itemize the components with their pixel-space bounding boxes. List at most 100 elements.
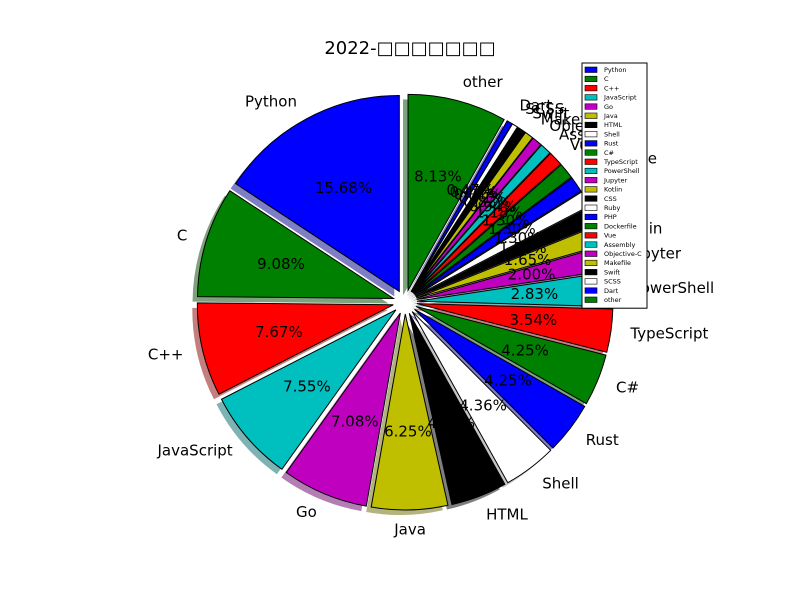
legend-swatch-other [584,296,598,303]
slice-typescript [416,303,614,353]
category-label-python: Python [245,93,297,111]
legend-swatch-rust [584,140,598,147]
category-label-c: C [177,227,187,245]
percent-label-c: 9.08% [257,255,305,273]
percent-label-python: 15.68% [315,179,372,197]
category-label-shell: Shell [542,475,579,493]
legend-swatch-typescript [584,158,598,165]
percent-label-other: 8.13% [414,168,462,186]
percent-label-css: 1.53% [499,239,547,257]
legend-entry-c: C [604,75,609,83]
category-label-c: C++ [148,345,184,363]
percent-label-swift: 0.71% [454,186,502,204]
legend-swatch-makefile [584,259,598,267]
legend-entry-vue: Vue [604,232,616,240]
legend-entry-html: HTML [604,121,622,129]
slice-other [407,93,505,293]
legend-entry-c: C++ [604,84,619,92]
legend-swatch-c [584,75,598,82]
category-label-c: C# [616,378,639,396]
legend-swatch-assembly [584,241,598,248]
percent-label-powershell: 2.83% [511,285,559,303]
legend-entry-dart: Dart [604,287,619,295]
legend-swatch-java [584,112,598,119]
slice-dockerfile [413,163,573,295]
legend-entry-other: other [604,296,622,304]
percent-label-jupyter: 2.00% [508,266,556,284]
percent-label-shell: 4.36% [459,396,507,414]
legend-swatch-c [584,149,598,156]
slice-rust [414,308,586,449]
legend-swatch-jupyter [584,177,598,184]
percent-label-c: 7.67% [255,323,303,341]
percent-label-dart: 0.47% [446,181,494,199]
legend-entry-rust: Rust [604,140,619,148]
legend-entry-assembly: Assembly [604,241,635,249]
legend-entry-typescript: TypeScript [603,158,638,166]
category-label-typescript: TypeScript [629,325,708,343]
slice-vue [413,152,562,295]
slice-html [408,312,506,506]
legend-entry-java: Java [603,112,618,120]
category-label-go: Go [296,503,317,521]
slice-shell [411,311,552,484]
legend-entry-scss: SCSS [604,278,621,286]
percent-label-html: 4.60% [427,414,475,432]
slice-makefile [411,131,534,293]
legend-swatch-swift [584,269,598,276]
legend-entry-swift: Swift [604,268,620,276]
legend-entry-dockerfile: Dockerfile [604,222,637,230]
category-label-other: other [463,73,504,91]
legend-swatch-python [584,66,598,73]
legend-swatch-scss [584,278,598,285]
legend-swatch-ruby [584,204,598,211]
category-label-scss: SCSS [525,100,564,118]
legend-swatch-kotlin [584,186,598,193]
legend: PythonCC++JavaScriptGoJavaHTMLShellRustC… [581,62,648,309]
legend-entry-objective-c: Objective-C [604,250,642,258]
percent-label-java: 6.25% [384,423,432,441]
percent-label-objective-c: 0.83% [463,193,511,211]
legend-swatch-dart [584,287,598,294]
percent-label-php: 1.30% [488,220,536,238]
legend-swatch-html [584,121,598,128]
legend-swatch-powershell [584,167,598,174]
legend-entry-c: C# [604,149,614,157]
slice-go [285,312,401,507]
category-label-java: Java [393,521,426,539]
percent-label-typescript: 3.54% [509,311,557,329]
legend-entry-shell: Shell [604,130,620,138]
legend-entry-jupyter: Jupyter [603,176,628,184]
legend-swatch-objective-c [584,250,598,257]
percent-label-makefile: 0.71% [458,189,506,207]
legend-swatch-shell [584,131,598,138]
percent-label-c: 4.25% [501,342,549,360]
percent-label-scss: 0.47% [450,183,498,201]
legend-entry-go: Go [604,103,613,111]
percent-label-go: 7.08% [331,413,379,431]
percent-label-assembly: 0.94% [469,198,517,216]
legend-entry-powershell: PowerShell [604,167,640,175]
legend-swatch-go [584,103,598,110]
category-label-javascript: JavaScript [156,442,232,460]
legend-swatch-php [584,213,598,220]
legend-swatch-vue [584,232,598,239]
legend-swatch-css [584,195,598,202]
legend-swatch-c [584,85,598,92]
slice-c [415,306,607,405]
legend-entry-css: CSS [604,195,617,203]
legend-swatch-javascript [584,94,598,101]
percent-label-rust: 4.25% [484,372,532,390]
percent-label-kotlin: 1.65% [504,251,552,269]
legend-swatch-dockerfile [584,223,598,230]
legend-entry-javascript: JavaScript [603,94,637,102]
slices [196,93,614,511]
slice-objective-c [412,137,542,294]
percent-label-dockerfile: 1.30% [482,211,530,229]
category-label-html: HTML [486,506,528,524]
category-label-rust: Rust [586,431,619,449]
slice-c [197,190,396,300]
slice-php [414,177,582,296]
legend-entry-kotlin: Kotlin [604,186,622,194]
